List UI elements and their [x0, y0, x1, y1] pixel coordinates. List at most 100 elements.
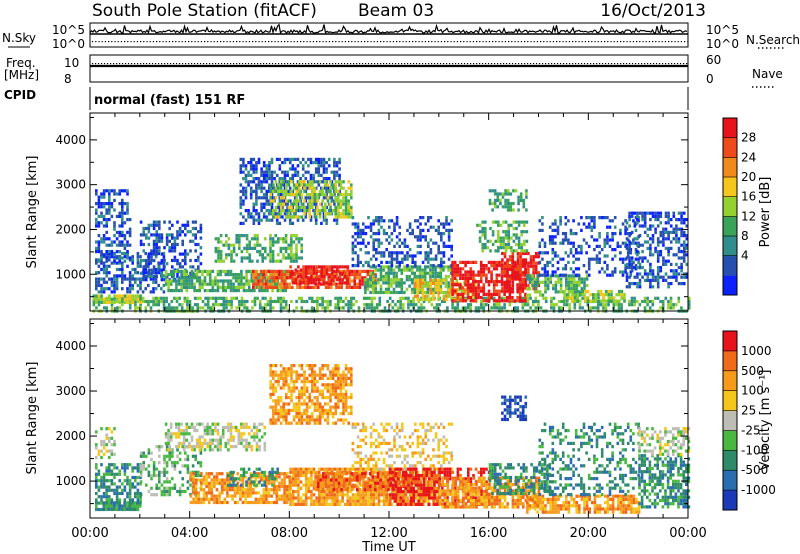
- heatmap-cell: [341, 271, 344, 275]
- heatmap-cell: [324, 285, 328, 289]
- heatmap-cell: [353, 276, 356, 280]
- heatmap-cell: [262, 164, 266, 168]
- heatmap-cell: [375, 257, 378, 261]
- nsearch-dot: [338, 41, 340, 43]
- heatmap-cell: [136, 306, 140, 310]
- heatmap-cell: [416, 297, 420, 302]
- heatmap-cell: [150, 249, 153, 253]
- heatmap-cell: [452, 291, 456, 295]
- nave-dot: [359, 63, 361, 65]
- heatmap-cell: [377, 222, 381, 226]
- nsearch-dot: [271, 41, 273, 43]
- nave-dot: [272, 63, 274, 65]
- heatmap-cell: [525, 249, 529, 253]
- heatmap-cell: [497, 223, 500, 227]
- heatmap-cell: [401, 303, 405, 307]
- heatmap-cell: [336, 296, 340, 300]
- nsearch-dot: [280, 41, 282, 43]
- heatmap-cell: [110, 251, 114, 256]
- heatmap-cell: [543, 264, 547, 268]
- heatmap-cell: [403, 257, 407, 261]
- heatmap-cell: [447, 235, 451, 239]
- heatmap-cell: [493, 189, 497, 193]
- heatmap-cell: [175, 306, 179, 310]
- heatmap-cell: [417, 306, 421, 310]
- heatmap-cell: [554, 254, 557, 258]
- heatmap-cell: [278, 199, 282, 203]
- heatmap-cell: [97, 221, 101, 225]
- heatmap-cell: [271, 237, 275, 241]
- heatmap-cell: [257, 180, 261, 184]
- heatmap-cell: [464, 273, 467, 277]
- heatmap-cell: [297, 240, 301, 244]
- heatmap-cell: [392, 281, 396, 285]
- heatmap-cell: [529, 255, 533, 259]
- heatmap-cell: [424, 222, 427, 226]
- heatmap-cell: [342, 209, 345, 213]
- heatmap-cell: [510, 236, 513, 240]
- heatmap-cell: [253, 243, 257, 247]
- heatmap-cell: [511, 274, 515, 278]
- heatmap-cell: [165, 239, 169, 243]
- heatmap-cell: [350, 269, 354, 273]
- heatmap-cell: [102, 264, 106, 268]
- nave-dot: [386, 63, 388, 65]
- heatmap-cell: [283, 279, 286, 283]
- heatmap-cell: [95, 463, 98, 467]
- heatmap-cell: [260, 183, 263, 187]
- heatmap-cell: [487, 299, 491, 303]
- heatmap-cell: [150, 255, 153, 259]
- nsearch-dot: [440, 41, 442, 43]
- heatmap-cell: [303, 212, 306, 216]
- nave-dot: [293, 63, 295, 65]
- heatmap-cell: [182, 282, 186, 286]
- heatmap-cell: [439, 278, 443, 282]
- heatmap-cell: [369, 228, 373, 232]
- heatmap-cell: [186, 220, 190, 224]
- nsearch-dot: [92, 41, 94, 43]
- heatmap-cell: [240, 299, 244, 304]
- heatmap-cell: [279, 246, 283, 250]
- heatmap-cell: [387, 290, 391, 295]
- heatmap-cell: [102, 195, 106, 199]
- heatmap-cell: [291, 281, 295, 285]
- heatmap-cell: [685, 243, 689, 247]
- heatmap-cell: [150, 274, 153, 279]
- heatmap-cell: [505, 296, 509, 300]
- heatmap-cell: [291, 157, 295, 161]
- heatmap-cell: [126, 243, 129, 247]
- heatmap-cell: [449, 271, 453, 275]
- heatmap-cell: [282, 256, 285, 260]
- heatmap-cell: [270, 180, 274, 184]
- heatmap-cell: [582, 222, 586, 226]
- heatmap-cell: [451, 260, 454, 264]
- heatmap-cell: [95, 297, 98, 301]
- heatmap-cell: [118, 224, 121, 228]
- heatmap-cell: [158, 265, 161, 269]
- nave-dot: [296, 63, 298, 65]
- nsearch-dot: [229, 41, 231, 43]
- nave-dot: [101, 63, 103, 65]
- heatmap-cell: [121, 271, 124, 275]
- heatmap-cell: [255, 196, 258, 200]
- heatmap-cell: [675, 230, 678, 234]
- heatmap-cell: [556, 260, 560, 264]
- heatmap-cell: [317, 274, 321, 279]
- heatmap-cell: [613, 267, 617, 271]
- heatmap-cell: [108, 205, 111, 209]
- nave-dot: [254, 63, 256, 65]
- heatmap-cell: [667, 299, 670, 304]
- heatmap-cell: [313, 212, 317, 216]
- heatmap-cell: [279, 186, 283, 190]
- heatmap-cell: [321, 189, 324, 193]
- heatmap-cell: [494, 249, 497, 253]
- heatmap-cell: [251, 299, 254, 304]
- heatmap-cell: [287, 243, 290, 247]
- heatmap-cell: [447, 244, 451, 248]
- heatmap-cell: [285, 193, 288, 197]
- heatmap-cell: [285, 276, 289, 280]
- heatmap-cell: [519, 198, 523, 202]
- heatmap-cell: [529, 261, 533, 265]
- heatmap-cell: [456, 273, 460, 277]
- heatmap-cell: [503, 296, 506, 300]
